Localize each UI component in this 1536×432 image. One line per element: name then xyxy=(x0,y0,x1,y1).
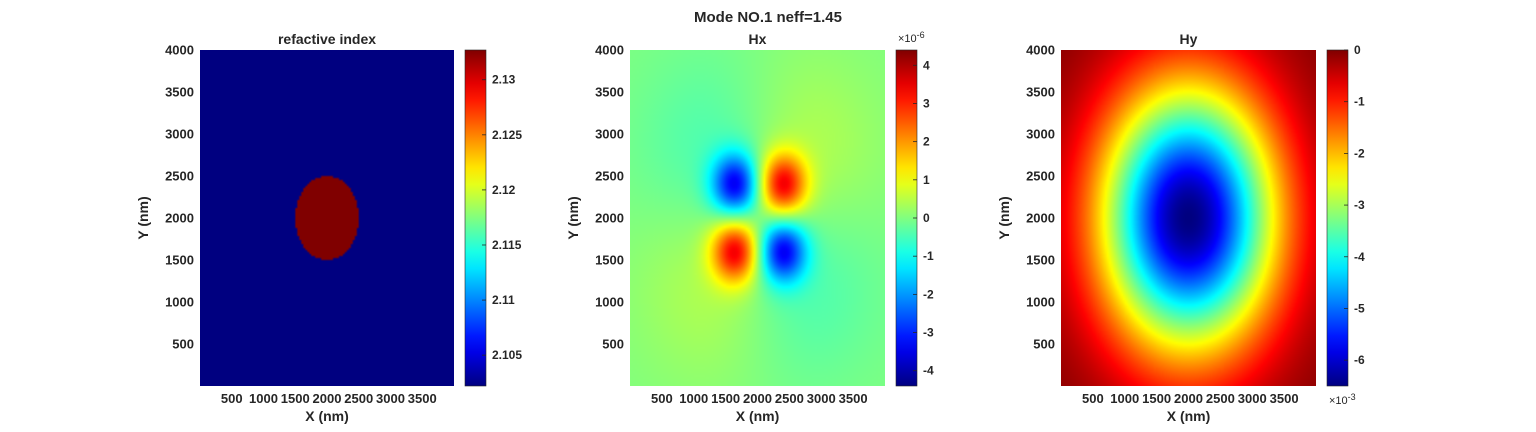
y-tick-label: 2500 xyxy=(595,169,624,184)
colorbar-tick-label: -1 xyxy=(923,249,934,263)
figure-suptitle: Mode NO.1 neff=1.45 xyxy=(694,9,842,26)
y-tick-label: 3500 xyxy=(165,85,194,100)
colorbar-tick-label: 2.11 xyxy=(492,293,515,307)
colorbar-tick-label: 0 xyxy=(923,211,930,225)
y-tick-label: 3000 xyxy=(595,127,624,142)
colorbar-tick-label: -4 xyxy=(1354,250,1365,264)
x-tick-label: 3000 xyxy=(376,391,405,406)
y-tick-label: 1000 xyxy=(165,295,194,310)
y-tick-label: 2000 xyxy=(595,211,624,226)
x-axis-label: X (nm) xyxy=(1167,408,1211,424)
x-tick-label: 3500 xyxy=(408,391,437,406)
panel-title: refactive index xyxy=(278,31,376,47)
colorbar-tick-label: -6 xyxy=(1354,353,1365,367)
y-tick-label: 3000 xyxy=(1026,127,1055,142)
x-tick-label: 2000 xyxy=(743,391,772,406)
x-tick-label: 2500 xyxy=(775,391,804,406)
y-tick-label: 1500 xyxy=(165,253,194,268)
x-tick-label: 1500 xyxy=(281,391,310,406)
colorbar-tick-label: 2.12 xyxy=(492,183,516,197)
x-tick-label: 2000 xyxy=(313,391,342,406)
y-axis-label: Y (nm) xyxy=(565,196,581,239)
x-tick-label: 3500 xyxy=(1270,391,1299,406)
y-tick-label: 4000 xyxy=(165,43,194,58)
heatmap-image xyxy=(1061,50,1316,386)
x-tick-label: 1500 xyxy=(711,391,740,406)
y-axis-label: Y (nm) xyxy=(135,196,151,239)
y-tick-label: 3500 xyxy=(595,85,624,100)
x-tick-label: 1000 xyxy=(249,391,278,406)
y-tick-label: 2000 xyxy=(1026,211,1055,226)
x-tick-label: 500 xyxy=(651,391,673,406)
y-tick-label: 4000 xyxy=(1026,43,1055,58)
colorbar-tick-label: -4 xyxy=(923,364,934,378)
x-axis-label: X (nm) xyxy=(736,408,780,424)
x-tick-label: 500 xyxy=(221,391,243,406)
heatmap-image xyxy=(200,50,454,386)
panel-title: Hy xyxy=(1180,31,1198,47)
x-tick-label: 1500 xyxy=(1142,391,1171,406)
y-tick-label: 2500 xyxy=(1026,169,1055,184)
colorbar-tick-label: 4 xyxy=(923,58,930,72)
x-tick-label: 3500 xyxy=(839,391,868,406)
y-tick-label: 3000 xyxy=(165,127,194,142)
x-tick-label: 500 xyxy=(1082,391,1104,406)
colorbar-tick-label: -3 xyxy=(1354,198,1365,212)
y-tick-label: 500 xyxy=(602,337,624,352)
x-tick-label: 3000 xyxy=(1238,391,1267,406)
y-tick-label: 500 xyxy=(1033,337,1055,352)
colorbar-tick-label: 2.13 xyxy=(492,73,516,87)
panel-title: Hx xyxy=(749,31,767,47)
y-tick-label: 4000 xyxy=(595,43,624,58)
x-tick-label: 1000 xyxy=(679,391,708,406)
colorbar-tick-label: -3 xyxy=(923,326,934,340)
colorbar-tick-label: -1 xyxy=(1354,95,1365,109)
colorbar-exponent: ×10-3 xyxy=(1329,392,1356,407)
colorbar-exponent: ×10-6 xyxy=(898,30,925,45)
heatmap-image xyxy=(630,50,885,386)
colorbar xyxy=(896,50,917,386)
colorbar-tick-label: -2 xyxy=(923,287,934,301)
colorbar-exponent-power: -6 xyxy=(917,30,925,40)
colorbar-tick-label: 2.105 xyxy=(492,348,522,362)
x-tick-label: 2500 xyxy=(344,391,373,406)
y-tick-label: 1000 xyxy=(1026,295,1055,310)
colorbar-exponent-power: -3 xyxy=(1348,392,1356,402)
colorbar-tick-label: 2.115 xyxy=(492,238,522,252)
x-tick-label: 1000 xyxy=(1110,391,1139,406)
colorbar-tick-label: -2 xyxy=(1354,146,1365,160)
colorbar-tick-label: 0 xyxy=(1354,43,1361,57)
colorbar-tick-label: 2.125 xyxy=(492,128,522,142)
y-tick-label: 1000 xyxy=(595,295,624,310)
x-tick-label: 2500 xyxy=(1206,391,1235,406)
colorbar-tick-label: -5 xyxy=(1354,301,1365,315)
x-axis-label: X (nm) xyxy=(305,408,349,424)
y-tick-label: 1500 xyxy=(595,253,624,268)
y-tick-label: 3500 xyxy=(1026,85,1055,100)
y-tick-label: 500 xyxy=(172,337,194,352)
colorbar-frame xyxy=(464,49,487,387)
x-tick-label: 3000 xyxy=(807,391,836,406)
colorbar-frame xyxy=(1326,49,1349,387)
colorbar xyxy=(465,50,486,386)
x-tick-label: 2000 xyxy=(1174,391,1203,406)
y-tick-label: 1500 xyxy=(1026,253,1055,268)
colorbar-tick-label: 2 xyxy=(923,135,930,149)
y-tick-label: 2500 xyxy=(165,169,194,184)
y-axis-label: Y (nm) xyxy=(996,196,1012,239)
colorbar-tick-label: 1 xyxy=(923,173,930,187)
colorbar xyxy=(1327,50,1348,386)
y-tick-label: 2000 xyxy=(165,211,194,226)
colorbar-tick-label: 3 xyxy=(923,96,930,110)
